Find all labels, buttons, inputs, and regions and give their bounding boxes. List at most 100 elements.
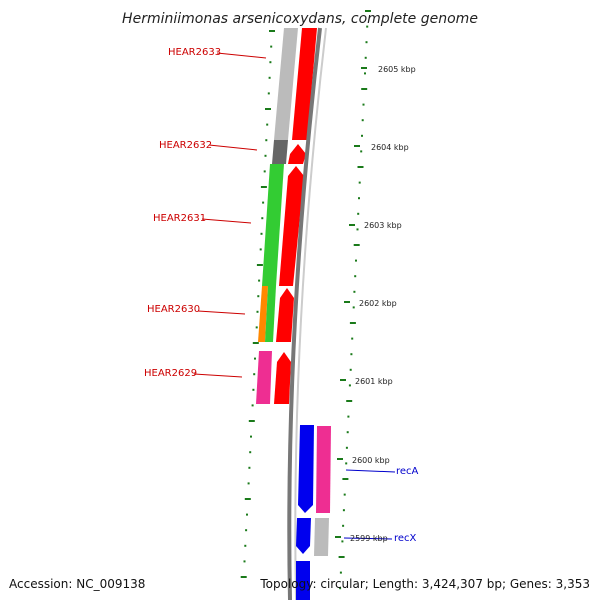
gc-tick-left <box>268 76 271 79</box>
gc-tick-left <box>259 248 262 251</box>
gene-recX-gray[interactable] <box>314 518 329 556</box>
locus-label-HEAR2633[interactable]: HEAR2633 <box>168 47 221 58</box>
gc-tick-left <box>260 186 267 188</box>
locus-label-HEAR2632[interactable]: HEAR2632 <box>159 140 212 151</box>
gc-tick-left <box>255 326 258 329</box>
gc-tick-right <box>366 25 369 28</box>
gc-tick-left <box>261 217 264 220</box>
gc-tick-left <box>240 576 247 578</box>
gc-tick-left <box>250 435 252 438</box>
gc-tick-right <box>338 556 345 558</box>
gc-tick-left <box>254 357 256 360</box>
gc-tick-right <box>353 290 356 293</box>
gc-tick-right <box>349 368 352 371</box>
gc-tick-left <box>252 388 255 391</box>
gc-tick-right <box>345 462 348 465</box>
outer-gene-track <box>256 28 298 404</box>
gene-red-4[interactable] <box>276 288 294 342</box>
gc-tick-left <box>263 170 266 173</box>
gc-tick-right <box>361 88 368 90</box>
gc-tick-right <box>348 384 351 387</box>
locus-label-HEAR2629[interactable]: HEAR2629 <box>144 368 197 379</box>
map-title: Herminiimonas arsenicoxydans, complete g… <box>122 11 478 27</box>
gc-tick-right <box>352 306 355 309</box>
gene-recA-blue[interactable] <box>298 425 314 513</box>
gc-tick-left <box>258 279 261 282</box>
gc-tick-right <box>339 587 342 590</box>
gc-tick-left <box>265 108 271 110</box>
gc-tick-right <box>342 524 345 527</box>
gene-HEAR2630b-outer[interactable] <box>265 286 276 342</box>
gc-tick-left <box>266 123 269 126</box>
gc-tick-right <box>341 540 344 543</box>
gene-red-5[interactable] <box>274 352 291 404</box>
gc-tick-right <box>347 415 350 418</box>
scale-label-2602: 2602 kbp <box>359 299 397 308</box>
gc-tick-right <box>357 212 360 215</box>
gc-tick-right <box>354 275 357 278</box>
gc-tick-right <box>346 431 349 434</box>
gc-ticks-left <box>240 30 275 578</box>
gc-tick-right <box>361 119 364 122</box>
gene-HEAR2630a-outer[interactable] <box>258 286 268 342</box>
gc-tick-right <box>350 353 353 356</box>
gc-tick-left <box>244 544 247 547</box>
locus-label-HEAR2630[interactable]: HEAR2630 <box>147 304 200 315</box>
gene-HEAR2633-outer[interactable] <box>274 28 298 140</box>
gc-tick-right <box>358 181 361 184</box>
gc-tick-right <box>353 244 360 246</box>
gc-tick-right <box>342 509 345 512</box>
gene-HEAR2631-outer[interactable] <box>262 164 284 286</box>
gc-tick-right <box>342 478 349 480</box>
gc-tick-right <box>361 134 363 137</box>
gc-tick-left <box>256 264 263 266</box>
gene-label-recX[interactable]: recX <box>394 533 417 544</box>
gc-tick-right <box>364 72 366 75</box>
gc-tick-left <box>269 61 272 64</box>
gc-tick-left <box>249 451 252 454</box>
gc-tick-left <box>264 154 267 157</box>
gc-tick-right <box>351 337 354 340</box>
gene-red-2[interactable] <box>288 144 306 164</box>
scale-ticks: 2605 kbp 2604 kbp 2603 kbp 2602 kbp 2601… <box>335 65 416 543</box>
gc-tick-right <box>362 103 365 106</box>
gc-tick-left <box>262 201 265 204</box>
gc-tick-right <box>360 150 363 153</box>
gc-tick-right <box>365 10 371 12</box>
scale-label-2604: 2604 kbp <box>371 143 409 152</box>
gc-tick-left <box>253 373 256 376</box>
accession-text: Accession: NC_009138 <box>9 577 146 591</box>
gc-tick-left <box>245 529 248 532</box>
gc-tick-left <box>257 295 260 298</box>
gc-tick-left <box>256 310 259 313</box>
scale-label-2599: 2599 kbp <box>350 534 388 543</box>
gc-tick-left <box>243 560 246 563</box>
gc-tick-left <box>247 482 250 485</box>
gene-red-3[interactable] <box>279 166 304 286</box>
gene-recX-blue[interactable] <box>296 518 311 554</box>
gene-HEAR2629-outer[interactable] <box>256 351 272 404</box>
gc-tick-right <box>345 446 348 449</box>
gene-HEAR2632-outer[interactable] <box>272 140 288 164</box>
gc-tick-right <box>355 259 357 262</box>
scale-label-2600: 2600 kbp <box>352 456 390 465</box>
gene-bottom-blue[interactable] <box>296 561 310 600</box>
gc-tick-left <box>260 232 263 235</box>
gene-recA-pink[interactable] <box>316 426 331 513</box>
gc-tick-right <box>339 571 342 574</box>
forward-gene-track <box>296 425 331 600</box>
gc-tick-left <box>248 466 251 469</box>
locus-labels: HEAR2633 HEAR2632 HEAR2631 HEAR2630 HEAR… <box>144 47 267 379</box>
gc-tick-right <box>356 228 359 231</box>
locus-label-HEAR2631[interactable]: HEAR2631 <box>153 213 206 224</box>
gc-tick-left <box>265 139 268 142</box>
gc-ticks-right <box>338 10 371 590</box>
gc-tick-left <box>269 30 275 32</box>
backbone <box>287 27 327 600</box>
gc-tick-left <box>251 404 254 407</box>
gene-label-recA[interactable]: recA <box>396 466 419 477</box>
gc-tick-left <box>246 513 248 516</box>
gene-red-1[interactable] <box>292 28 317 140</box>
scale-label-2603: 2603 kbp <box>364 221 402 230</box>
